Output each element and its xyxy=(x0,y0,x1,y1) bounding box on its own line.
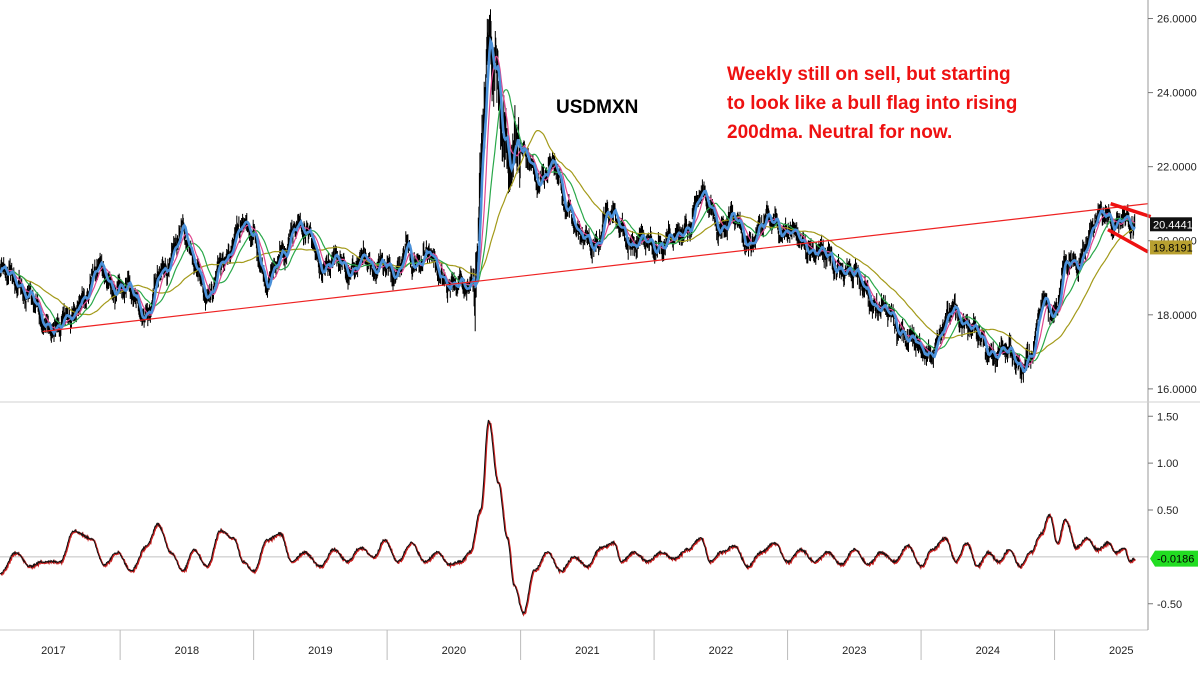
price-y-tick-label: 24.0000 xyxy=(1157,88,1197,100)
osc-last-value-tag-bg xyxy=(1150,550,1198,567)
osc-last-value-tag: -0.0186 xyxy=(1150,550,1198,567)
x-tick-label-2017: 2017 xyxy=(41,645,65,657)
chart-title: USDMXN xyxy=(556,97,638,118)
x-tick-label-2024: 2024 xyxy=(976,645,1000,657)
last-value-tag-2: 19.8191 xyxy=(1150,240,1193,255)
x-tick-label-2023: 2023 xyxy=(842,645,866,657)
flag-line-1 xyxy=(1110,202,1152,219)
x-tick-label-2018: 2018 xyxy=(175,645,199,657)
ma-20-line xyxy=(0,55,1136,368)
last-value-tag-1: 20.4441 xyxy=(1150,217,1193,232)
annotation-line-3: 200dma. Neutral for now. xyxy=(727,122,952,143)
osc-y-tick-label: 1.50 xyxy=(1157,411,1178,423)
ma-200-line xyxy=(0,130,1136,355)
x-tick-label-2025: 2025 xyxy=(1109,645,1133,657)
annotation-line-2: to look like a bull flag into rising xyxy=(727,93,1017,114)
price-y-tick-label: 16.0000 xyxy=(1157,384,1197,396)
x-tick-label-2021: 2021 xyxy=(575,645,599,657)
osc-y-tick-label: 1.00 xyxy=(1157,458,1178,470)
last-value-tag-text: 19.8191 xyxy=(1153,242,1193,254)
osc-y-tick-label: -0.50 xyxy=(1157,599,1182,611)
osc-last-value-tag-text: -0.0186 xyxy=(1157,554,1194,566)
price-y-tick-label: 22.0000 xyxy=(1157,162,1197,174)
x-tick-label-2020: 2020 xyxy=(442,645,466,657)
osc-y-tick-label: 0.50 xyxy=(1157,505,1178,517)
last-value-tag-text: 20.4441 xyxy=(1153,219,1193,231)
osc-line xyxy=(0,419,1136,616)
x-tick-label-2022: 2022 xyxy=(709,645,733,657)
last-value-tag-bg xyxy=(1150,217,1192,232)
trendline xyxy=(42,203,1149,333)
ma-fast-line xyxy=(0,36,1136,373)
last-value-tag-bg xyxy=(1150,240,1192,255)
annotation-line-1: Weekly still on sell, but starting xyxy=(727,64,1011,85)
price-y-tick-label: 18.0000 xyxy=(1157,310,1197,322)
flag-line-2 xyxy=(1107,228,1149,254)
price-y-tick-label: 26.0000 xyxy=(1157,14,1197,26)
x-tick-label-2019: 2019 xyxy=(308,645,332,657)
